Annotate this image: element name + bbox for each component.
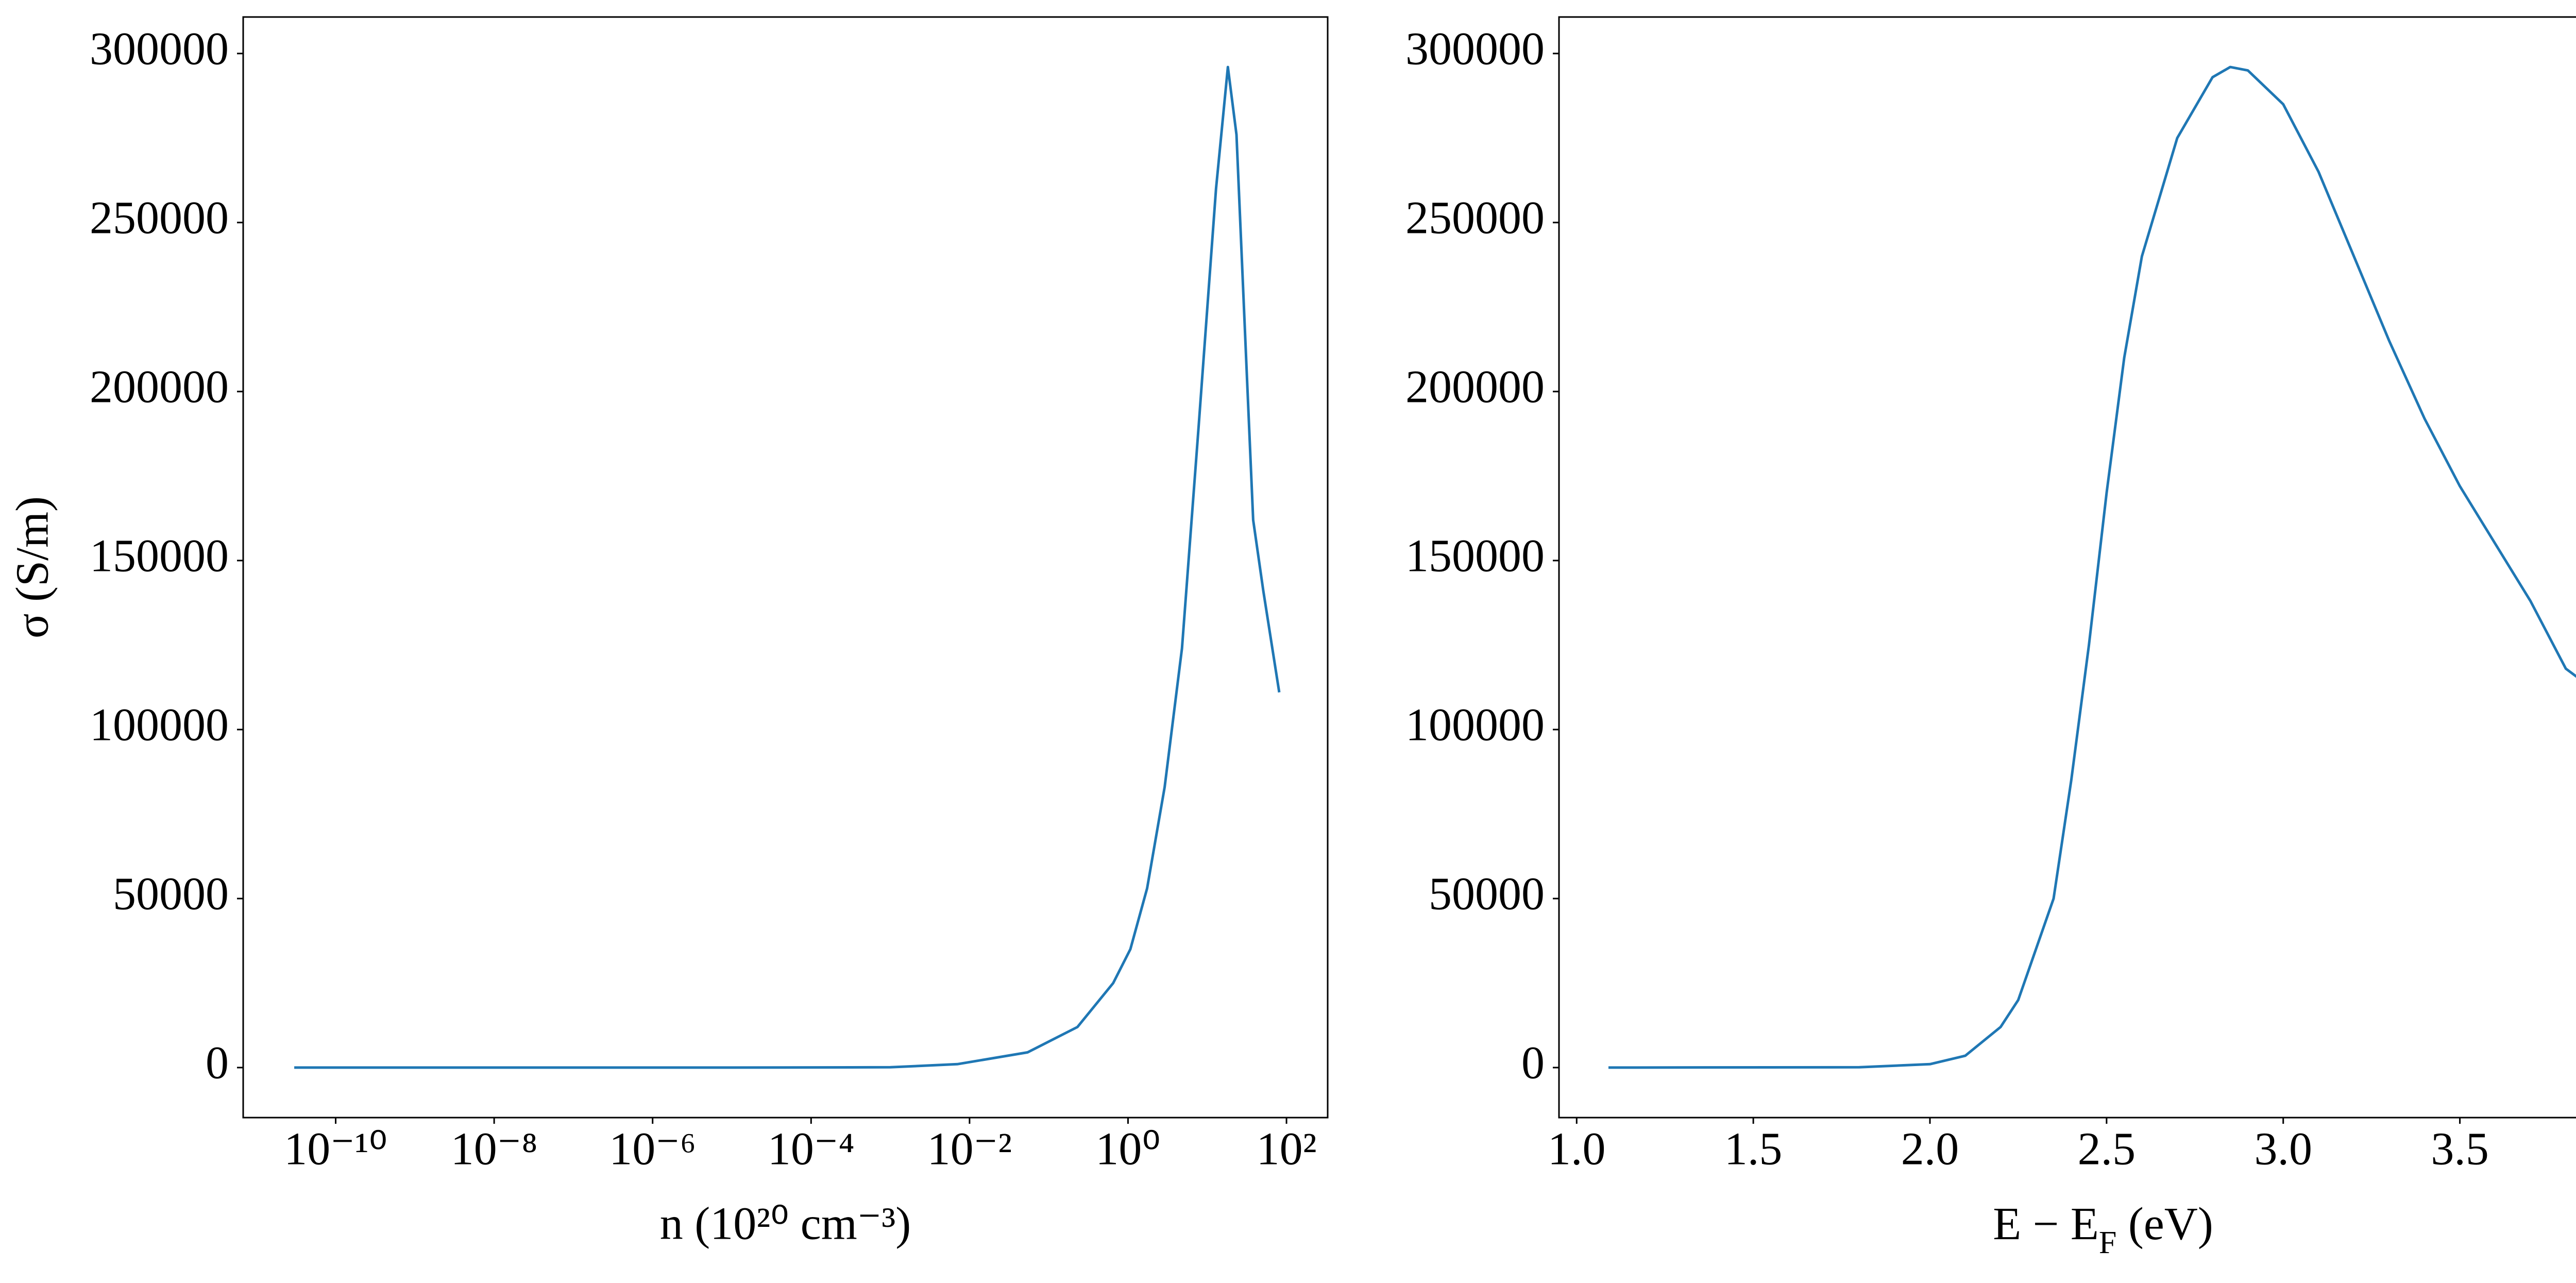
x-tick-label: 10⁻¹⁰	[284, 1124, 387, 1175]
x-tick-label: 10⁻⁸	[451, 1124, 538, 1175]
x-axis-label-part: F	[2099, 1225, 2116, 1260]
y-tick-label: 50000	[1429, 869, 1545, 920]
subplot: 0 50000 100000 150000 200000 250000 300000 10⁻¹…	[7, 16, 1329, 1250]
y-tick-label: 300000	[90, 24, 229, 75]
x-tick-label: 2.5	[2078, 1124, 2136, 1175]
axes-frame	[242, 16, 1329, 1119]
x-tick-label: 10⁻²	[927, 1124, 1012, 1175]
y-tick-label: 0	[1521, 1038, 1545, 1089]
axes-frame	[1558, 16, 2576, 1119]
y-tick-label: 200000	[90, 362, 229, 413]
x-axis-label-part: E − E	[1993, 1198, 2099, 1250]
data-line	[294, 65, 1281, 1069]
subplot: 0 50000 100000 150000 200000 250000 300000 1.0 1…	[1405, 16, 2576, 1261]
x-tick-label: 10⁻⁴	[768, 1124, 855, 1175]
x-tick-label: 10²	[1257, 1124, 1317, 1175]
x-tick-label: 1.5	[1724, 1124, 1783, 1175]
y-axis-label: σ (S/m)	[7, 496, 58, 638]
y-tick-label: 50000	[113, 869, 229, 920]
y-tick-label: 200000	[1405, 362, 1545, 413]
x-axis-label: E − EF (eV)	[1993, 1198, 2213, 1261]
data-line	[1608, 65, 2576, 1069]
x-axis-label: n (10²⁰ cm⁻³)	[660, 1198, 911, 1250]
y-tick-label: 150000	[90, 531, 229, 582]
x-tick-label: 10⁰	[1095, 1124, 1160, 1175]
y-tick-label: 250000	[1405, 193, 1545, 244]
y-tick-label: 300000	[1405, 24, 1545, 75]
y-tick-label: 250000	[90, 193, 229, 244]
x-axis-label-part: (eV)	[2116, 1198, 2213, 1250]
y-tick-label: 150000	[1405, 531, 1545, 582]
y-tick-label: 100000	[1405, 700, 1545, 751]
y-tick-label: 0	[206, 1038, 229, 1089]
x-tick-label: 2.0	[1901, 1124, 1959, 1175]
x-tick-label: 10⁻⁶	[609, 1124, 696, 1175]
x-tick-label: 3.0	[2254, 1124, 2312, 1175]
y-tick-label: 100000	[90, 700, 229, 751]
x-tick-label: 1.0	[1548, 1124, 1606, 1175]
x-tick-label: 3.5	[2431, 1124, 2489, 1175]
